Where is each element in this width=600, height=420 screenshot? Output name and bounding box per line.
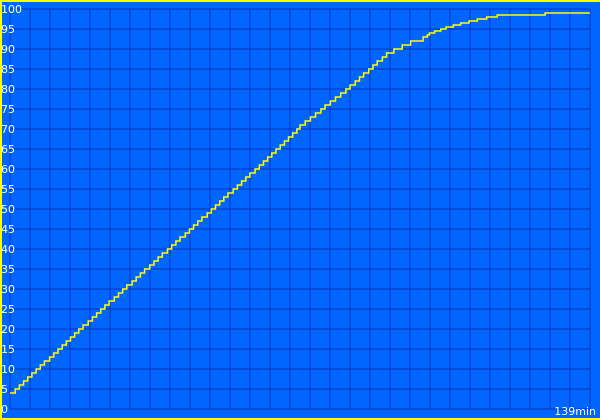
y-tick-label: 5 [1,383,8,396]
y-tick-label: 55 [1,183,15,196]
y-tick-label: 35 [1,263,15,276]
y-tick-label: 45 [1,223,15,236]
y-tick-label: 25 [1,303,15,316]
y-tick-label: 30 [1,283,15,296]
y-tick-label: 80 [1,83,15,96]
y-tick-label: 15 [1,343,15,356]
y-tick-label: 20 [1,323,15,336]
y-tick-label: 75 [1,103,15,116]
y-tick-label: 40 [1,243,15,256]
y-tick-label: 90 [1,43,15,56]
y-tick-label: 60 [1,163,15,176]
y-tick-label: 70 [1,123,15,136]
y-tick-label: 85 [1,63,15,76]
y-tick-label: 0 [1,403,8,416]
y-tick-label: 100 [1,3,22,16]
x-axis-max-label: 139min [554,405,596,418]
y-tick-label: 50 [1,203,15,216]
series-line [10,12,590,394]
y-tick-label: 95 [1,23,15,36]
y-tick-label: 10 [1,363,15,376]
y-axis-ticks: 0 5 10 15 20 25 30 35 40 45 50 55 60 65 70 75 80 85 90 95 10… [1,3,22,416]
grid [9,8,591,410]
y-tick-label: 65 [1,143,15,156]
